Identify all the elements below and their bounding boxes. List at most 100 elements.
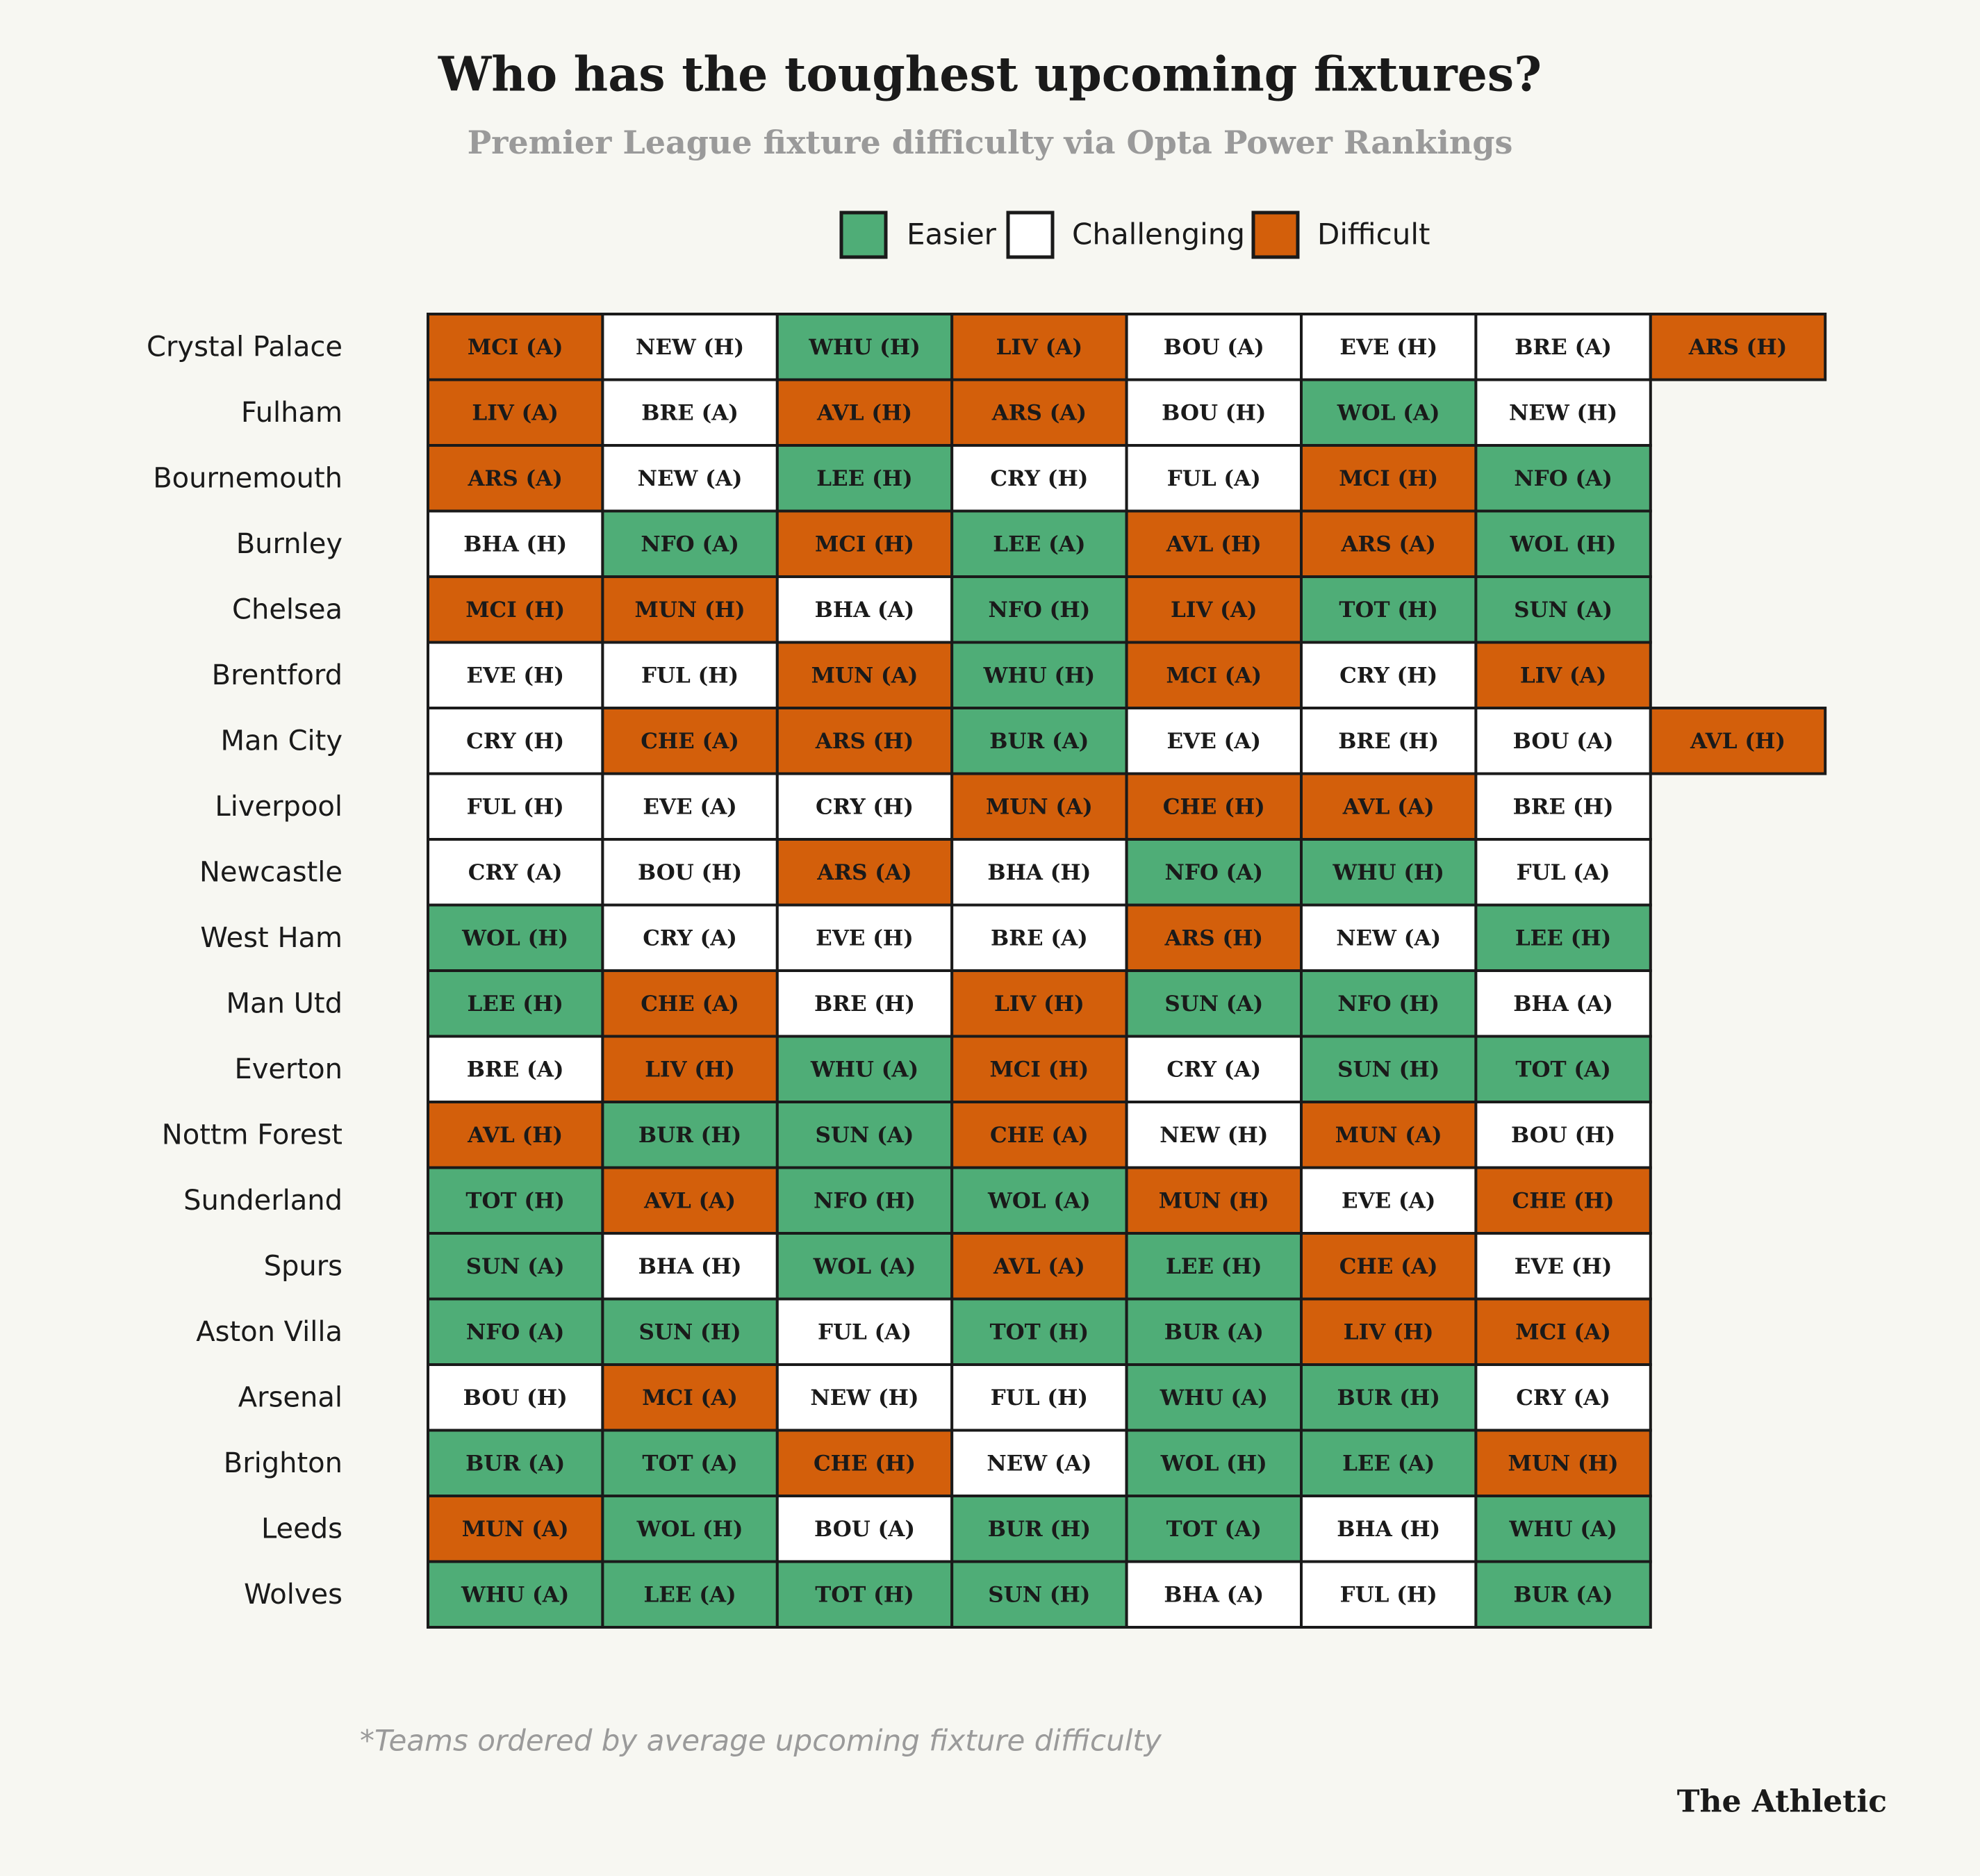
team-label: Sunderland <box>183 1185 343 1217</box>
fixture-cell <box>1474 509 1652 578</box>
team-label: Fulham <box>241 397 343 429</box>
fixture-label: BOU (H) <box>638 860 742 885</box>
fixture-cell <box>427 1297 604 1366</box>
fixture-label: MCI (H) <box>989 1057 1089 1082</box>
fixture-label: LIV (A) <box>996 335 1083 360</box>
fixture-label: BOU (A) <box>814 1517 915 1542</box>
fixture-label: NEW (H) <box>1509 400 1617 425</box>
fixture-label: CRY (H) <box>990 466 1088 491</box>
team-label: Liverpool <box>215 791 343 823</box>
fixture-label: NFO (A) <box>466 1319 565 1344</box>
fixture-label: MCI (A) <box>1515 1319 1611 1344</box>
fixture-label: SUN (A) <box>1514 598 1612 623</box>
fixture-cell <box>427 1429 604 1497</box>
team-label: Leeds <box>261 1513 343 1545</box>
fixture-cell <box>601 1363 779 1432</box>
fixture-label: BUR (H) <box>988 1517 1091 1542</box>
fixture-label: MCI (A) <box>1166 663 1262 688</box>
fixture-label: EVE (H) <box>466 663 564 688</box>
fixture-cell <box>950 969 1128 1038</box>
fixture-label: MUN (A) <box>986 794 1093 819</box>
fixture-label: WOL (A) <box>987 1188 1091 1213</box>
title: Who has the toughest upcoming fixtures? <box>438 47 1542 103</box>
fixture-label: ARS (A) <box>816 860 911 885</box>
fixture-label: BUR (A) <box>989 729 1089 754</box>
fixture-cell <box>427 903 604 972</box>
fixture-label: WOL (H) <box>636 1517 743 1542</box>
fixture-label: AVL (H) <box>816 400 912 425</box>
fixture-label: EVE (A) <box>643 794 737 819</box>
fixture-label: TOT (A) <box>642 1451 737 1476</box>
fixture-cell <box>1300 707 1478 775</box>
fixture-cell <box>601 378 779 447</box>
fixture-label: BOU (H) <box>463 1385 568 1410</box>
fixture-label: CHE (A) <box>990 1123 1089 1148</box>
fixture-label: MUN (A) <box>462 1517 569 1542</box>
fixture-label: AVL (H) <box>1690 729 1785 754</box>
fixture-label: NFO (A) <box>1514 466 1612 491</box>
fixture-label: CRY (A) <box>1516 1385 1610 1410</box>
fixture-label: TOT (A) <box>1166 1517 1262 1542</box>
fixture-cell <box>1125 1232 1303 1301</box>
fixture-label: MCI (H) <box>465 598 565 623</box>
fixture-label: FUL (A) <box>818 1319 911 1344</box>
fixture-label: NEW (H) <box>1160 1123 1268 1148</box>
fixture-cell <box>601 1101 779 1169</box>
fixture-cell <box>1300 838 1478 907</box>
fixture-label: LIV (H) <box>645 1057 735 1082</box>
fixture-cell <box>427 641 604 709</box>
fixture-label: MCI (A) <box>468 335 563 360</box>
fixture-label: BHA (A) <box>1164 1582 1264 1607</box>
fixture-cell <box>601 313 779 381</box>
fixture-cell <box>1125 1035 1303 1103</box>
fixture-label: BHA (A) <box>815 598 915 623</box>
fixture-label: BHA (H) <box>1337 1517 1440 1542</box>
fixture-label: TOT (H) <box>815 1582 914 1607</box>
fixture-label: MUN (A) <box>811 663 918 688</box>
fixture-cell <box>1474 1297 1652 1366</box>
fixture-label: TOT (H) <box>465 1188 565 1213</box>
fixture-cell <box>950 772 1128 841</box>
fixture-label: BRE (H) <box>1338 729 1439 754</box>
fixture-label: LIV (A) <box>472 400 559 425</box>
fixture-label: BHA (H) <box>638 1254 742 1279</box>
fixture-cell <box>775 969 954 1038</box>
fixture-label: AVL (A) <box>1342 794 1435 819</box>
fixture-cell <box>950 1232 1128 1301</box>
fixture-label: BOU (A) <box>1164 335 1264 360</box>
fixture-label: NEW (A) <box>638 466 743 491</box>
fixture-label: BRE (H) <box>814 992 915 1017</box>
fixture-label: WHU (A) <box>810 1057 918 1082</box>
fixture-cell <box>1474 1429 1652 1497</box>
fixture-label: BRE (A) <box>991 925 1088 951</box>
fixture-label: CHE (A) <box>641 992 739 1017</box>
fixture-label: EVE (H) <box>816 925 914 951</box>
fixture-label: ARS (H) <box>1164 925 1263 951</box>
fixture-cell <box>1300 444 1478 513</box>
fixture-cell <box>1474 969 1652 1038</box>
fixture-label: CRY (A) <box>643 925 737 951</box>
team-label: Burnley <box>236 528 343 560</box>
fixture-label: CHE (H) <box>1163 794 1265 819</box>
fixture-cell <box>601 1560 779 1629</box>
fixture-cell <box>427 1101 604 1169</box>
fixture-label: LIV (H) <box>994 992 1084 1017</box>
fixture-cell <box>775 1166 954 1235</box>
fixture-cell <box>950 903 1128 972</box>
fixture-cell <box>1125 707 1303 775</box>
fixture-cell <box>1125 969 1303 1038</box>
fixture-cell <box>427 969 604 1038</box>
team-label: Brentford <box>212 659 343 691</box>
fixture-label: BUR (A) <box>465 1451 565 1476</box>
fixture-cell <box>1474 1495 1652 1563</box>
footnote: *Teams ordered by average upcoming fixtu… <box>360 1724 1162 1758</box>
fixture-label: MCI (A) <box>642 1385 738 1410</box>
subtitle: Premier League fixture difficulty via Op… <box>468 124 1513 161</box>
team-label: Chelsea <box>232 593 343 625</box>
fixture-cell <box>1125 444 1303 513</box>
fixture-cell <box>1300 313 1478 381</box>
fixture-label: BRE (A) <box>641 400 739 425</box>
fixture-label: CHE (A) <box>1339 1254 1438 1279</box>
fixture-label: NEW (A) <box>987 1451 1091 1476</box>
